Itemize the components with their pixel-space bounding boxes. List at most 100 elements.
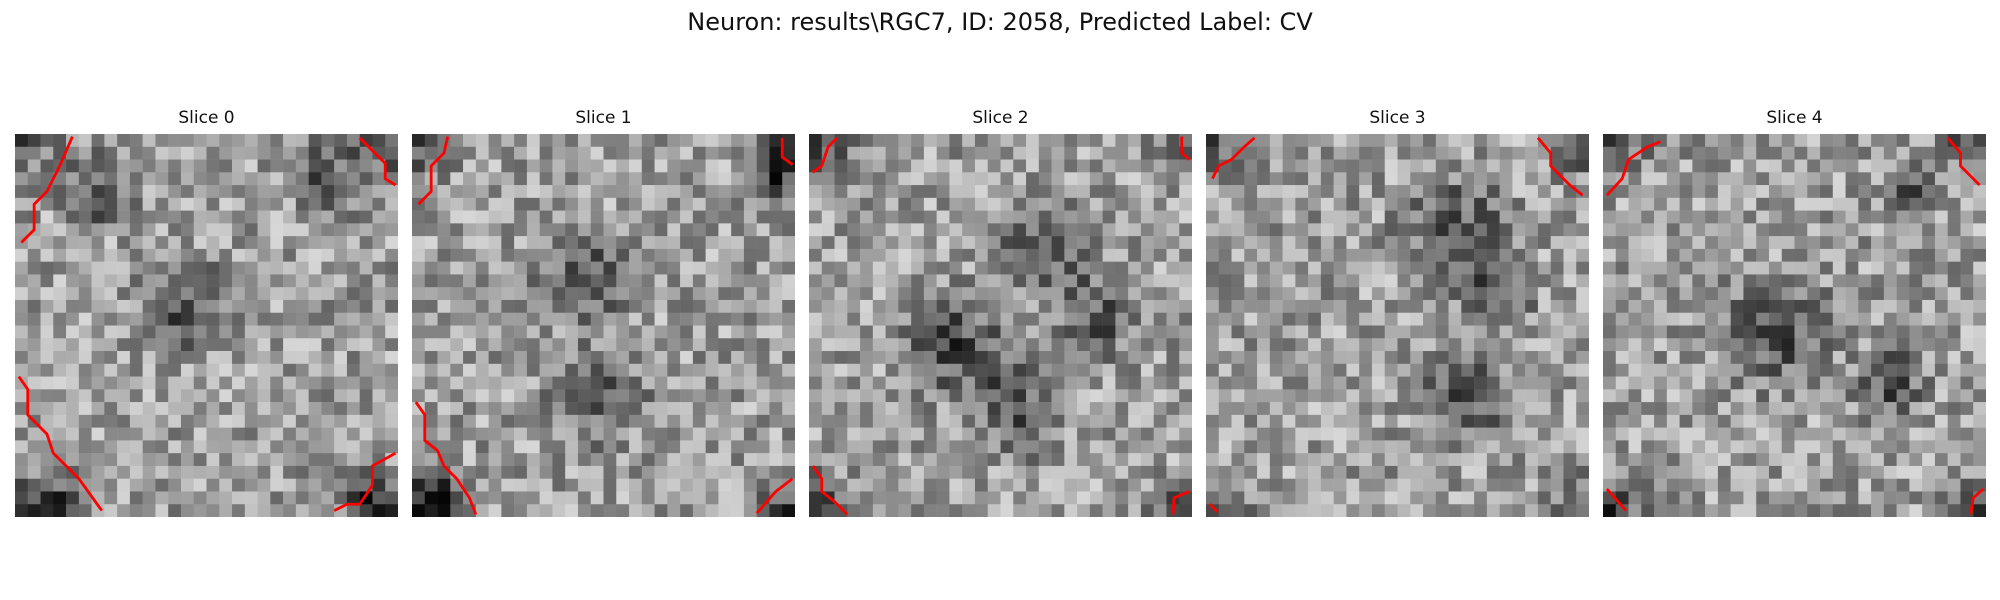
pixel bbox=[1423, 465, 1437, 479]
pixel bbox=[1244, 453, 1258, 467]
pixel bbox=[1499, 210, 1513, 224]
pixel bbox=[769, 414, 783, 428]
pixel bbox=[514, 491, 528, 505]
pixel bbox=[731, 159, 745, 173]
pixel bbox=[539, 440, 553, 454]
pixel bbox=[1269, 146, 1283, 160]
pixel bbox=[1820, 414, 1834, 428]
pixel bbox=[667, 248, 681, 262]
pixel bbox=[1140, 453, 1154, 467]
pixel bbox=[1038, 414, 1052, 428]
pixel bbox=[91, 363, 105, 377]
pixel bbox=[872, 504, 886, 517]
pixel bbox=[590, 351, 604, 365]
pixel bbox=[667, 236, 681, 250]
pixel bbox=[1537, 261, 1551, 275]
pixel bbox=[974, 299, 988, 313]
pixel bbox=[1013, 236, 1027, 250]
pixel bbox=[834, 414, 848, 428]
pixel bbox=[872, 134, 886, 148]
pixel bbox=[1077, 261, 1091, 275]
pixel bbox=[1845, 134, 1859, 148]
pixel bbox=[1346, 236, 1360, 250]
pixel bbox=[1474, 146, 1488, 160]
pixel bbox=[1166, 312, 1180, 326]
pixel bbox=[219, 185, 233, 199]
pixel bbox=[514, 453, 528, 467]
pixel bbox=[654, 440, 668, 454]
pixel bbox=[1000, 351, 1014, 365]
pixel bbox=[1397, 325, 1411, 339]
pixel bbox=[1371, 146, 1385, 160]
pixel bbox=[809, 478, 823, 492]
pixel bbox=[782, 172, 795, 186]
pixel bbox=[1730, 338, 1744, 352]
pixel bbox=[898, 351, 912, 365]
pixel bbox=[1320, 236, 1334, 250]
pixel bbox=[412, 325, 426, 339]
pixel bbox=[1320, 248, 1334, 262]
pixel bbox=[1435, 248, 1449, 262]
pixel bbox=[692, 274, 706, 288]
pixel bbox=[91, 185, 105, 199]
pixel bbox=[1537, 363, 1551, 377]
pixel bbox=[1794, 236, 1808, 250]
pixel bbox=[232, 210, 246, 224]
pixel bbox=[450, 427, 464, 441]
pixel bbox=[834, 223, 848, 237]
pixel bbox=[1768, 376, 1782, 390]
pixel bbox=[450, 223, 464, 237]
pixel bbox=[1218, 440, 1232, 454]
pixel bbox=[1384, 504, 1398, 517]
pixel bbox=[1550, 351, 1564, 365]
pixel bbox=[424, 491, 438, 505]
pixel bbox=[1973, 159, 1986, 173]
pixel bbox=[1679, 274, 1693, 288]
pixel bbox=[1257, 376, 1271, 390]
pixel bbox=[257, 210, 271, 224]
pixel bbox=[257, 351, 271, 365]
pixel bbox=[1282, 287, 1296, 301]
pixel bbox=[1883, 210, 1897, 224]
pixel bbox=[705, 427, 719, 441]
pixel bbox=[1115, 223, 1129, 237]
pixel bbox=[1845, 504, 1859, 517]
pixel bbox=[1858, 414, 1872, 428]
pixel bbox=[1140, 236, 1154, 250]
pixel bbox=[936, 465, 950, 479]
pixel bbox=[782, 248, 795, 262]
pixel bbox=[629, 299, 643, 313]
pixel bbox=[577, 134, 591, 148]
pixel bbox=[1615, 325, 1629, 339]
pixel bbox=[1166, 414, 1180, 428]
pixel bbox=[91, 440, 105, 454]
pixel bbox=[117, 389, 131, 403]
pixel bbox=[1153, 363, 1167, 377]
pixel bbox=[1461, 453, 1475, 467]
pixel bbox=[1615, 248, 1629, 262]
pixel bbox=[1730, 504, 1744, 517]
pixel bbox=[1282, 248, 1296, 262]
pixel bbox=[1423, 491, 1437, 505]
pixel bbox=[1692, 248, 1706, 262]
pixel bbox=[1206, 491, 1220, 505]
pixel bbox=[129, 312, 143, 326]
pixel bbox=[860, 351, 874, 365]
pixel bbox=[1845, 325, 1859, 339]
pixel bbox=[232, 363, 246, 377]
pixel bbox=[1486, 172, 1500, 186]
pixel bbox=[1666, 478, 1680, 492]
pixel bbox=[641, 338, 655, 352]
pixel bbox=[1000, 312, 1014, 326]
pixel bbox=[1448, 134, 1462, 148]
pixel bbox=[346, 236, 360, 250]
pixel bbox=[308, 274, 322, 288]
pixel bbox=[1654, 312, 1668, 326]
pixel bbox=[1679, 491, 1693, 505]
pixel bbox=[475, 363, 489, 377]
pixel bbox=[1922, 312, 1936, 326]
pixel bbox=[667, 210, 681, 224]
pixel bbox=[1947, 325, 1961, 339]
pixel bbox=[40, 389, 54, 403]
pixel bbox=[232, 465, 246, 479]
